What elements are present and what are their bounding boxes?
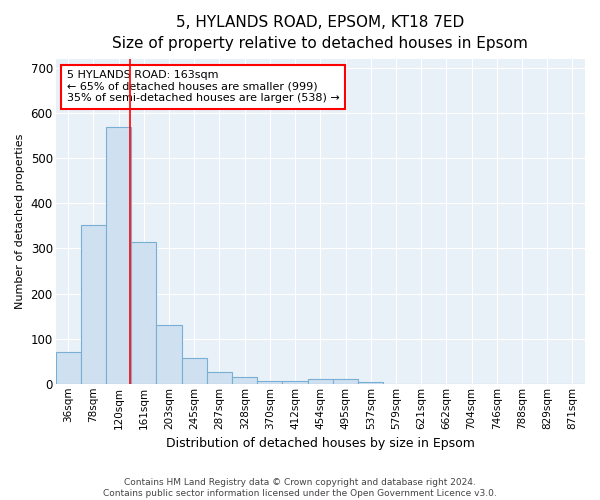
Bar — [81, 225, 106, 384]
Bar — [358, 382, 383, 384]
Bar — [56, 352, 81, 384]
Bar — [106, 126, 131, 384]
Bar — [333, 380, 358, 384]
Bar — [131, 242, 157, 384]
Bar — [283, 380, 308, 384]
Bar — [308, 380, 333, 384]
Bar — [257, 380, 283, 384]
Bar — [207, 372, 232, 384]
Y-axis label: Number of detached properties: Number of detached properties — [15, 134, 25, 309]
X-axis label: Distribution of detached houses by size in Epsom: Distribution of detached houses by size … — [166, 437, 475, 450]
Bar — [182, 358, 207, 384]
Text: 5 HYLANDS ROAD: 163sqm
← 65% of detached houses are smaller (999)
35% of semi-de: 5 HYLANDS ROAD: 163sqm ← 65% of detached… — [67, 70, 340, 103]
Bar — [232, 377, 257, 384]
Bar — [157, 325, 182, 384]
Text: Contains HM Land Registry data © Crown copyright and database right 2024.
Contai: Contains HM Land Registry data © Crown c… — [103, 478, 497, 498]
Title: 5, HYLANDS ROAD, EPSOM, KT18 7ED
Size of property relative to detached houses in: 5, HYLANDS ROAD, EPSOM, KT18 7ED Size of… — [112, 15, 528, 51]
